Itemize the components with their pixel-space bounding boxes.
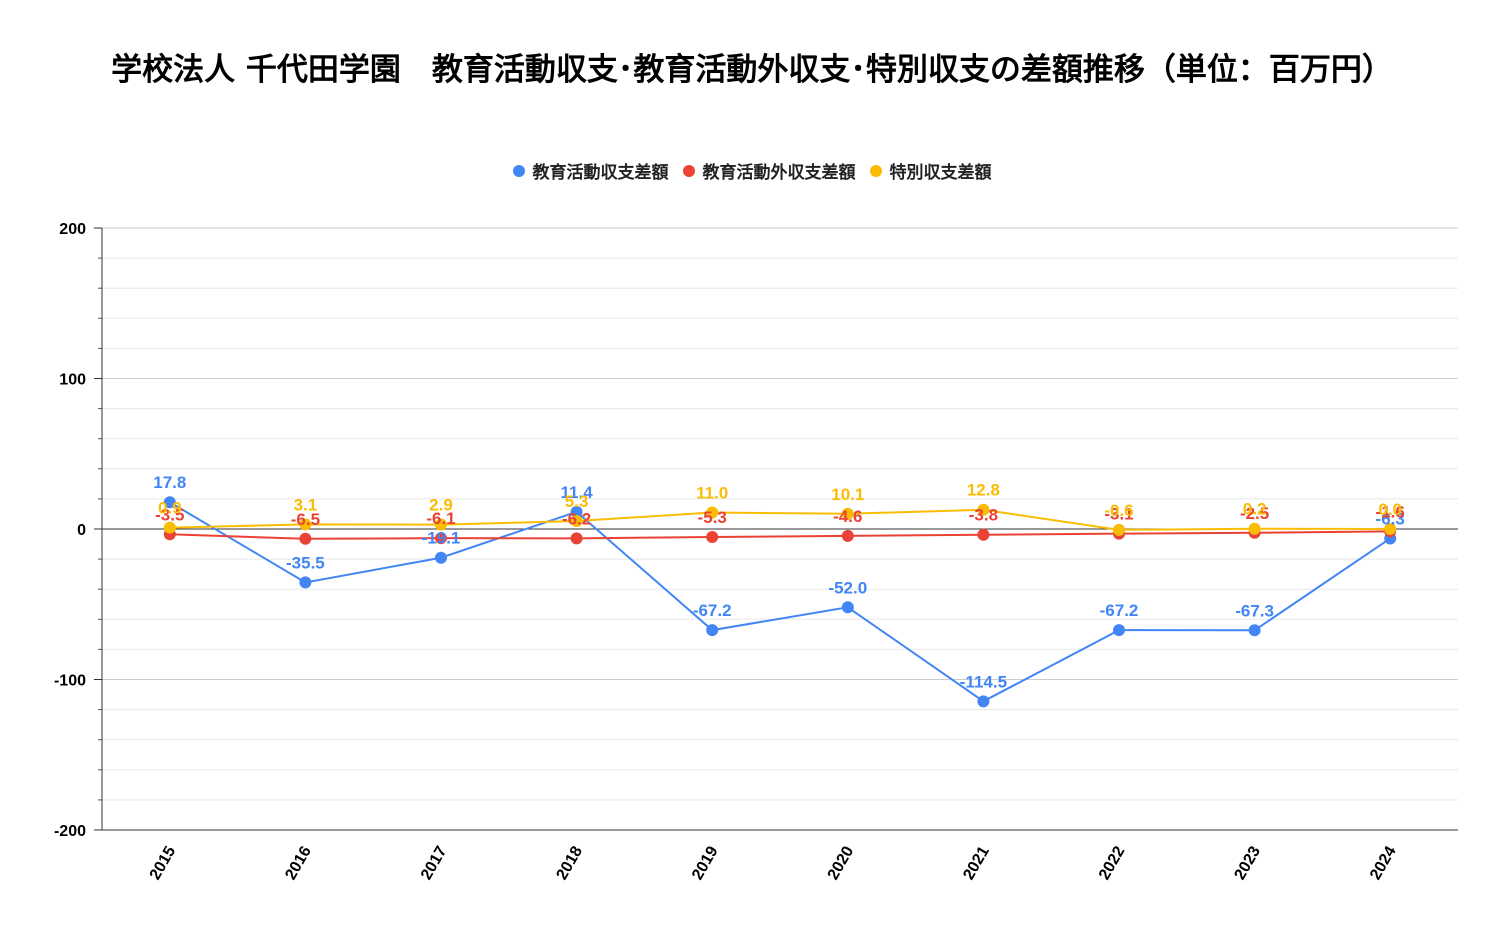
x-tick-label: 2024	[1367, 843, 1400, 882]
x-tick-label: 2021	[960, 843, 993, 882]
data-point-series-1	[841, 601, 854, 614]
data-point-series-1	[299, 576, 312, 589]
y-tick-label: -200	[54, 823, 86, 840]
data-label-series-1: -35.5	[286, 553, 325, 572]
legend-marker-series-2	[682, 164, 695, 177]
data-point-series-3	[841, 507, 854, 520]
x-tick-label: 2023	[1232, 843, 1265, 882]
data-point-series-3	[1248, 522, 1261, 535]
y-tick-label: -100	[54, 673, 86, 690]
x-tick-label: 2017	[418, 843, 451, 882]
data-label-series-3: 5.3	[565, 492, 589, 511]
data-point-series-3	[706, 506, 719, 519]
data-label-series-1: -19.1	[422, 529, 461, 548]
data-label-series-3: 3.1	[294, 495, 318, 514]
chart-title: 学校法人 千代田学園 教育活動収支･教育活動外収支･特別収支の差額推移（単位：百…	[111, 52, 1393, 88]
data-label-series-2: -2.5	[1240, 504, 1269, 523]
data-label-series-3: 0.2	[1243, 500, 1267, 519]
data-point-series-3	[570, 515, 583, 528]
data-label-series-3: 2.9	[429, 496, 453, 515]
legend-marker-series-3	[869, 164, 882, 177]
data-label-series-3: 0.9	[158, 499, 182, 518]
y-tick-label: 0	[77, 522, 86, 539]
data-label-series-3: 10.1	[831, 485, 864, 504]
data-point-series-1	[706, 624, 719, 637]
x-tick-label: 2018	[554, 843, 587, 882]
data-label-series-1: -67.3	[1235, 601, 1274, 620]
legend-label-series-1: 教育活動収支差額	[532, 163, 669, 183]
data-point-series-3	[299, 518, 312, 531]
data-point-series-2	[841, 529, 854, 542]
data-label-series-2: -3.8	[969, 506, 998, 525]
legend: 教育活動収支差額 教育活動外収支差額 特別収支差額	[0, 158, 1504, 183]
data-point-series-2	[435, 532, 447, 545]
data-label-series-3: 11.0	[696, 483, 728, 502]
data-label-series-3: -0.6	[1104, 501, 1133, 520]
y-tick-label: 200	[59, 221, 86, 238]
y-tick-label: 100	[59, 372, 86, 389]
data-label-series-2: -6.5	[291, 510, 320, 529]
data-label-series-2: -3.1	[1104, 505, 1133, 524]
data-point-series-3	[1384, 523, 1397, 535]
data-point-series-3	[1113, 523, 1125, 536]
data-label-series-1: -67.2	[1100, 601, 1139, 620]
data-label-series-1: -52.0	[828, 578, 867, 597]
legend-item-series-2[interactable]: 教育活動外収支差額	[682, 158, 856, 183]
data-point-series-2	[977, 528, 990, 541]
data-point-series-1	[570, 505, 583, 518]
data-point-series-1	[1113, 624, 1125, 637]
data-point-series-1	[435, 551, 447, 564]
x-tick-label: 2020	[825, 843, 858, 882]
data-label-series-2: -1.6	[1376, 502, 1405, 521]
data-label-series-2: -3.5	[155, 505, 184, 524]
data-point-series-2	[570, 532, 583, 545]
legend-label-series-3: 特別収支差額	[889, 163, 992, 183]
data-point-series-3	[435, 518, 447, 531]
data-point-series-2	[706, 530, 719, 543]
data-label-series-1: -6.3	[1376, 509, 1405, 528]
data-point-series-2	[299, 532, 312, 545]
data-label-series-1: 17.8	[153, 473, 186, 492]
data-label-series-2: -6.1	[426, 509, 455, 528]
data-label-series-1: -67.2	[693, 601, 732, 620]
data-label-series-2: -4.6	[833, 507, 862, 526]
data-point-series-3	[163, 521, 176, 534]
series-line-2	[169, 530, 1391, 540]
data-point-series-1	[163, 496, 176, 509]
x-tick-label: 2016	[282, 843, 315, 882]
legend-marker-series-1	[512, 164, 525, 177]
data-point-series-3	[977, 503, 990, 516]
data-label-series-1: 11.4	[561, 483, 594, 502]
legend-item-series-1[interactable]: 教育活動収支差額	[512, 158, 669, 183]
series-line-1	[169, 501, 1391, 703]
data-point-series-1	[1248, 624, 1261, 637]
data-point-series-1	[977, 695, 990, 708]
data-label-series-3: 0.0	[1378, 500, 1402, 519]
x-tick-label: 2022	[1096, 843, 1129, 882]
data-label-series-2: -5.3	[698, 508, 727, 527]
data-label-series-1: -114.5	[960, 672, 1007, 691]
data-label-series-2: -6.2	[562, 509, 591, 528]
x-tick-label: 2019	[689, 843, 722, 882]
x-tick-label: 2015	[147, 843, 180, 882]
data-label-series-3: 12.8	[967, 481, 1000, 500]
legend-label-series-2: 教育活動外収支差額	[702, 163, 856, 183]
series-line-3	[169, 508, 1391, 531]
legend-item-series-3[interactable]: 特別収支差額	[869, 158, 992, 183]
